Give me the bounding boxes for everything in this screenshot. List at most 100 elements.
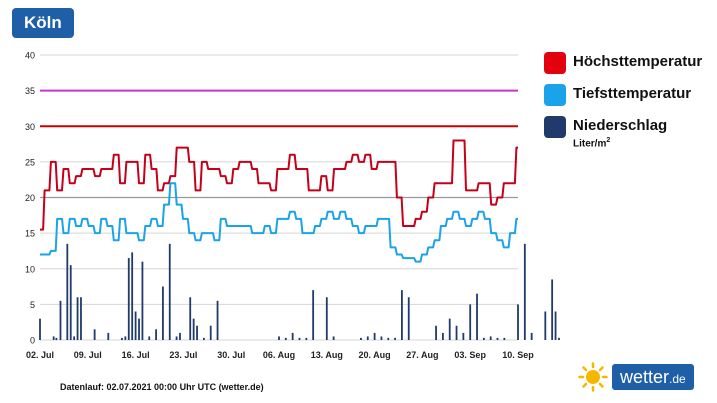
legend-low-swatch <box>544 84 566 106</box>
precip-bar <box>551 279 554 340</box>
precip-bar <box>155 329 157 340</box>
precip-bar <box>401 290 403 340</box>
high-temperature-line <box>40 139 518 231</box>
precip-bar <box>76 297 79 340</box>
y-tick-label: 15 <box>25 229 35 239</box>
y-axis-ticks: 0 5 10 15 20 25 30 35 40 <box>25 51 35 346</box>
y-tick-label: 10 <box>25 264 35 274</box>
precip-bar <box>332 336 335 340</box>
precip-bar <box>93 329 96 340</box>
x-tick-label: 23. Jul <box>169 350 197 360</box>
precip-bar <box>291 332 294 340</box>
precip-bar <box>175 336 178 340</box>
precip-bar <box>544 311 547 340</box>
reference-lines <box>40 89 518 199</box>
y-tick-label: 20 <box>25 193 35 203</box>
legend-precip-unit: Liter/m2 <box>573 137 611 150</box>
x-axis-ticks: 02. Jul 09. Jul 16. Jul 23. Jul 30. Jul 06. A… <box>26 350 534 360</box>
precip-bar <box>305 337 308 340</box>
y-tick-label: 30 <box>25 122 35 132</box>
city-title: Köln <box>12 8 74 38</box>
y-tick-label: 35 <box>25 86 35 96</box>
precip-bar <box>138 318 140 340</box>
y-tick-label: 5 <box>30 300 35 310</box>
precip-bar <box>558 337 560 340</box>
precip-bar <box>168 243 171 340</box>
precip-bar <box>496 337 499 340</box>
precip-bar <box>476 293 478 340</box>
x-tick-label: 13. Aug <box>311 350 343 360</box>
precip-bar <box>387 337 390 340</box>
wetter-de-logo: wetter.de <box>578 362 708 392</box>
precip-bar <box>39 318 41 340</box>
precip-bar <box>366 336 369 340</box>
precip-bar <box>455 325 458 340</box>
precip-bar <box>503 337 506 340</box>
x-tick-label: 16. Jul <box>122 350 150 360</box>
legend-low-label: Tiefsttemperatur <box>573 85 692 102</box>
precip-bar <box>192 318 195 340</box>
precip-bar <box>124 336 127 340</box>
x-tick-label: 27. Aug <box>406 350 438 360</box>
precip-bar <box>360 337 362 340</box>
precip-bar <box>209 325 212 340</box>
legend-precip-swatch <box>544 116 566 138</box>
precip-bar <box>441 332 444 340</box>
brand-wordmark: wetter.de <box>612 364 694 390</box>
precip-bar <box>202 337 205 340</box>
precip-bar <box>134 311 137 340</box>
y-tick-label: 0 <box>30 336 35 346</box>
precip-bar <box>196 325 198 340</box>
x-tick-label: 09. Jul <box>74 350 102 360</box>
precip-bar <box>59 300 62 340</box>
precip-bar <box>69 265 72 340</box>
precip-bar <box>216 300 219 340</box>
precip-bar <box>517 304 519 340</box>
x-tick-label: 30. Jul <box>217 350 245 360</box>
precip-bar <box>435 325 437 340</box>
precipitation-bars <box>39 243 560 340</box>
precip-bar <box>278 336 280 340</box>
x-tick-label: 20. Aug <box>359 350 391 360</box>
sun-icon <box>578 362 608 392</box>
precip-bar <box>407 297 410 340</box>
precip-bar <box>52 336 55 340</box>
precip-bar <box>179 332 181 340</box>
precip-bar <box>127 258 130 340</box>
legend-precip-label: Niederschlag <box>573 117 668 134</box>
data-run-footer: Datenlauf: 02.07.2021 00:00 Uhr UTC (wet… <box>60 382 264 392</box>
precip-bar <box>189 297 192 340</box>
precip-bar <box>530 332 533 340</box>
precip-bar <box>469 304 472 340</box>
precip-bar <box>489 336 492 340</box>
precip-bar <box>55 337 58 340</box>
legend-high-label: Höchsttemperatur <box>573 53 703 70</box>
precip-bar <box>373 332 376 340</box>
precip-bar <box>148 336 151 340</box>
x-tick-label: 03. Sep <box>454 350 486 360</box>
precip-bar <box>141 261 144 340</box>
x-tick-label: 02. Jul <box>26 350 54 360</box>
precip-bar <box>298 337 301 340</box>
precip-bar <box>523 243 526 340</box>
precip-bar <box>482 337 485 340</box>
precip-bar <box>80 297 82 340</box>
x-tick-label: 06. Aug <box>263 350 295 360</box>
precip-bar <box>394 337 396 340</box>
precip-bar <box>107 332 110 340</box>
precip-bar <box>73 336 76 340</box>
precip-bar <box>554 311 557 340</box>
precip-bar <box>284 337 287 340</box>
precip-bar <box>131 252 134 340</box>
precip-bar <box>380 336 383 340</box>
precip-bar <box>66 243 69 340</box>
precip-bar <box>448 318 451 340</box>
precip-bar <box>462 332 465 340</box>
y-tick-label: 25 <box>25 157 35 167</box>
temperature-lines <box>40 139 518 263</box>
precip-bar <box>312 290 315 340</box>
x-tick-label: 10. Sep <box>502 350 534 360</box>
precip-bar <box>162 286 164 340</box>
y-tick-label: 40 <box>25 51 35 61</box>
